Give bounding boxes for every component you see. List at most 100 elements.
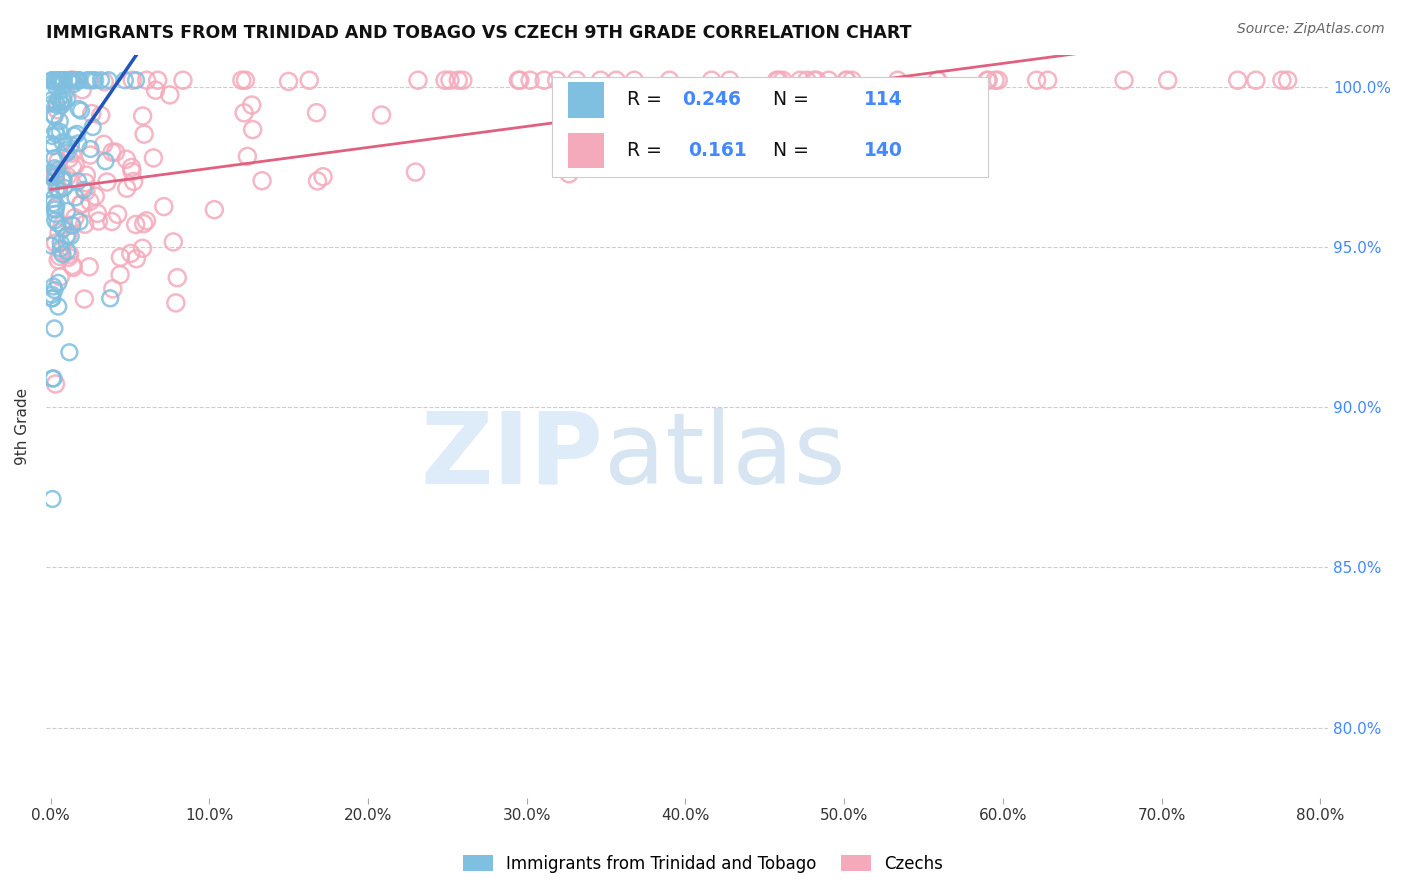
Point	[93, 137, 115, 152]
Point	[39, 182, 62, 196]
Point	[39, 166, 62, 180]
Point	[172, 73, 194, 87]
Point	[110, 250, 132, 264]
Point	[101, 282, 124, 296]
Point	[45, 124, 67, 138]
Point	[48, 226, 70, 240]
Point	[59, 229, 82, 244]
Point	[45, 98, 67, 112]
Point	[51, 218, 73, 232]
Point	[202, 202, 225, 217]
Point	[623, 73, 645, 87]
Point	[69, 214, 91, 228]
Point	[65, 158, 87, 172]
Point	[76, 73, 98, 87]
Point	[59, 247, 82, 261]
Point	[86, 206, 108, 220]
Y-axis label: 9th Grade: 9th Grade	[15, 388, 30, 465]
Point	[125, 252, 148, 266]
Point	[42, 139, 65, 153]
Point	[44, 213, 66, 227]
Point	[66, 73, 89, 87]
Point	[42, 108, 65, 122]
Legend: Immigrants from Trinidad and Tobago, Czechs: Immigrants from Trinidad and Tobago, Cze…	[456, 848, 950, 880]
Point	[125, 73, 148, 87]
Point	[718, 73, 741, 87]
Point	[236, 149, 259, 163]
Point	[52, 87, 75, 102]
Point	[48, 73, 70, 87]
Point	[69, 197, 91, 211]
Point	[927, 73, 949, 87]
Point	[46, 216, 69, 230]
Point	[44, 376, 66, 391]
Point	[44, 207, 66, 221]
Point	[565, 73, 588, 87]
Point	[101, 214, 124, 228]
Point	[46, 300, 69, 314]
Point	[135, 73, 157, 87]
Point	[1025, 73, 1047, 87]
Point	[48, 183, 70, 197]
Point	[65, 190, 87, 204]
Point	[45, 198, 67, 212]
Point	[52, 247, 75, 261]
Text: ZIP: ZIP	[420, 408, 603, 505]
Point	[806, 73, 828, 87]
Point	[79, 142, 101, 156]
Point	[307, 174, 329, 188]
Point	[94, 154, 117, 169]
Point	[56, 145, 79, 160]
Point	[46, 103, 69, 117]
Point	[589, 73, 612, 87]
Point	[79, 148, 101, 162]
Point	[48, 73, 70, 87]
Point	[1244, 73, 1267, 87]
Point	[51, 135, 73, 149]
Point	[159, 87, 181, 102]
Point	[162, 235, 184, 249]
Point	[77, 260, 100, 274]
Point	[700, 73, 723, 87]
Point	[46, 252, 69, 267]
Point	[841, 73, 863, 87]
Point	[51, 98, 73, 112]
Point	[63, 77, 86, 91]
Point	[67, 174, 90, 188]
Point	[558, 167, 581, 181]
Point	[75, 176, 97, 190]
Point	[44, 75, 66, 89]
Point	[134, 127, 156, 141]
Point	[44, 110, 66, 124]
Point	[45, 127, 67, 141]
Point	[305, 105, 328, 120]
Point	[67, 73, 90, 87]
Point	[52, 222, 75, 236]
Point	[49, 242, 72, 256]
Point	[44, 202, 66, 217]
Point	[59, 73, 82, 87]
Point	[82, 120, 104, 134]
Point	[120, 246, 142, 260]
Point	[41, 96, 63, 111]
Point	[44, 321, 66, 335]
Point	[108, 268, 131, 282]
Point	[66, 127, 89, 141]
Point	[98, 291, 121, 305]
Point	[153, 200, 176, 214]
Point	[835, 73, 858, 87]
Point	[404, 165, 426, 179]
Point	[250, 174, 273, 188]
Text: N =: N =	[762, 90, 815, 110]
Point	[49, 95, 72, 110]
Point	[79, 194, 101, 209]
Point	[72, 83, 94, 97]
Point	[62, 260, 84, 275]
Point	[66, 73, 89, 87]
Point	[115, 181, 138, 195]
Point	[39, 87, 62, 102]
Point	[59, 73, 82, 87]
Point	[75, 168, 97, 182]
Point	[1277, 73, 1299, 87]
Point	[45, 182, 67, 196]
